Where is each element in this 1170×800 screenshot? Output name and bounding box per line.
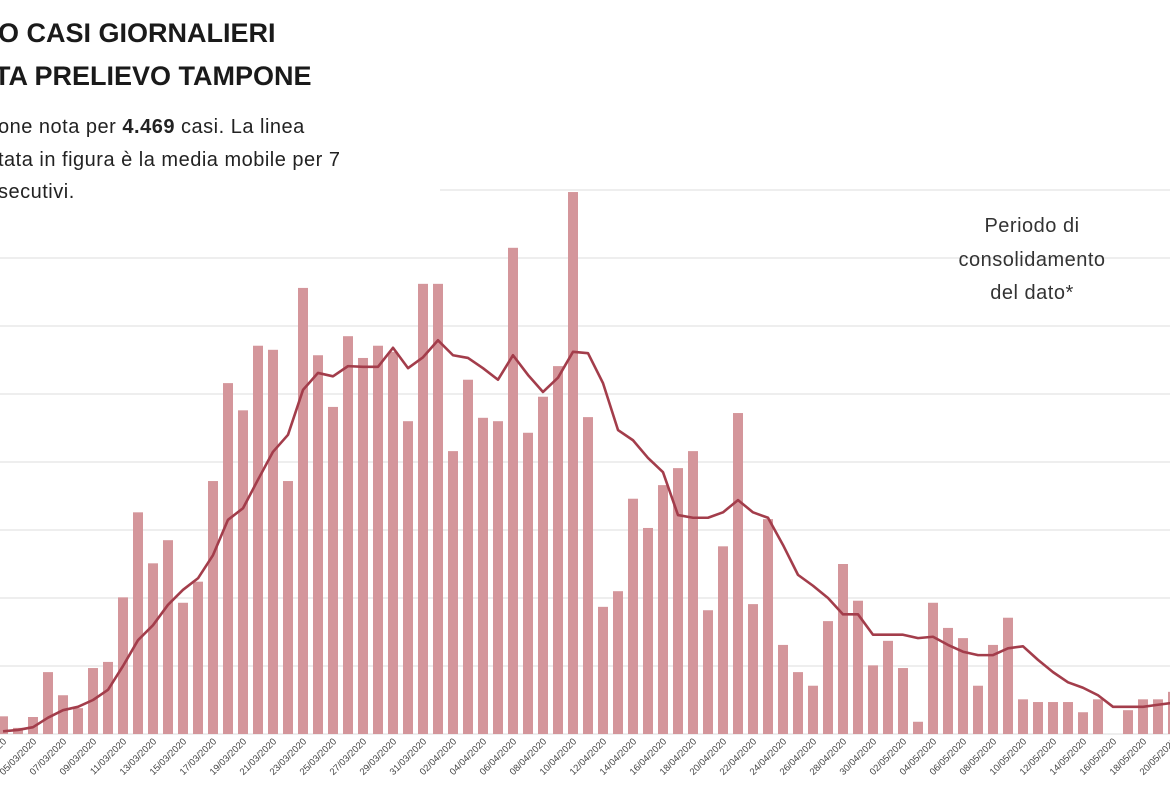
moving-average-line — [2, 338, 1170, 733]
bar — [433, 283, 443, 734]
bar — [883, 640, 893, 734]
bar — [628, 498, 638, 734]
bar — [313, 355, 323, 734]
subtitle-line: tata in figura è la media mobile per 7 — [0, 149, 341, 171]
bar — [523, 432, 533, 734]
bar — [343, 336, 353, 734]
bar — [463, 379, 473, 734]
bar — [988, 644, 998, 734]
bar — [508, 247, 518, 735]
bar — [223, 383, 233, 734]
bar — [538, 396, 548, 734]
bar — [0, 716, 8, 734]
text-backdrop — [0, 0, 440, 210]
bar — [403, 421, 413, 734]
bar — [43, 672, 53, 734]
bar — [373, 345, 383, 734]
bar — [913, 721, 923, 734]
bar — [613, 591, 623, 734]
bar — [898, 668, 908, 734]
bar — [1123, 710, 1133, 734]
bar — [763, 519, 773, 734]
title-line: O CASI GIORNALIERI — [0, 18, 276, 48]
annotation-line: del dato* — [990, 282, 1073, 304]
bar — [1093, 699, 1103, 734]
bar — [793, 672, 803, 734]
bar — [238, 410, 248, 734]
bar — [268, 349, 278, 734]
bar — [193, 581, 203, 734]
bar — [673, 468, 683, 734]
bar — [853, 600, 863, 734]
bar — [778, 644, 788, 734]
bar — [928, 602, 938, 734]
bar — [943, 627, 953, 734]
bar — [718, 546, 728, 734]
annotation-line: Periodo di — [984, 215, 1079, 237]
bar — [298, 287, 308, 734]
bar — [1003, 617, 1013, 734]
subtitle-line: secutivi. — [0, 181, 75, 203]
bar — [58, 695, 68, 734]
bar — [688, 451, 698, 734]
bar — [958, 638, 968, 734]
bar — [658, 485, 668, 734]
bar — [808, 685, 818, 734]
bar — [583, 417, 593, 734]
bar — [328, 406, 338, 734]
bar — [163, 540, 173, 734]
bar — [748, 604, 758, 734]
bar — [598, 606, 608, 734]
bar — [148, 563, 158, 734]
subtitle-bold: 4.469 — [122, 116, 175, 138]
bar — [1063, 702, 1073, 734]
bar — [823, 621, 833, 734]
bar — [868, 665, 878, 734]
bar — [1168, 691, 1170, 734]
bar — [733, 413, 743, 734]
bar — [103, 661, 113, 734]
bar — [418, 283, 428, 734]
bar — [643, 527, 653, 734]
bar — [253, 345, 263, 734]
bar — [358, 357, 368, 734]
bar — [1018, 699, 1028, 734]
bar — [178, 602, 188, 734]
bar — [703, 610, 713, 734]
bar — [133, 512, 143, 734]
bar — [283, 481, 293, 734]
subtitle-text: one nota per — [0, 116, 116, 138]
bar — [1078, 712, 1088, 734]
bar — [1048, 702, 1058, 734]
bar — [208, 481, 218, 734]
bar — [1138, 699, 1148, 734]
title-line: TA PRELIEVO TAMPONE — [0, 61, 312, 91]
bar — [553, 366, 563, 734]
bar — [448, 451, 458, 734]
bar — [973, 685, 983, 734]
subtitle-line: one nota per 4.469 casi. La linea — [0, 116, 305, 138]
bar — [838, 564, 848, 734]
bar — [478, 417, 488, 734]
marks: 03/03/202005/03/202007/03/202009/03/2020… — [0, 192, 1170, 778]
bar — [493, 421, 503, 734]
bar — [568, 192, 578, 735]
bar — [1033, 702, 1043, 734]
bar — [73, 708, 83, 734]
bar — [28, 717, 38, 734]
bar — [1153, 699, 1163, 734]
annotation-line: consolidamento — [958, 249, 1105, 271]
subtitle-text: casi. La linea — [181, 116, 305, 138]
bar — [388, 351, 398, 734]
